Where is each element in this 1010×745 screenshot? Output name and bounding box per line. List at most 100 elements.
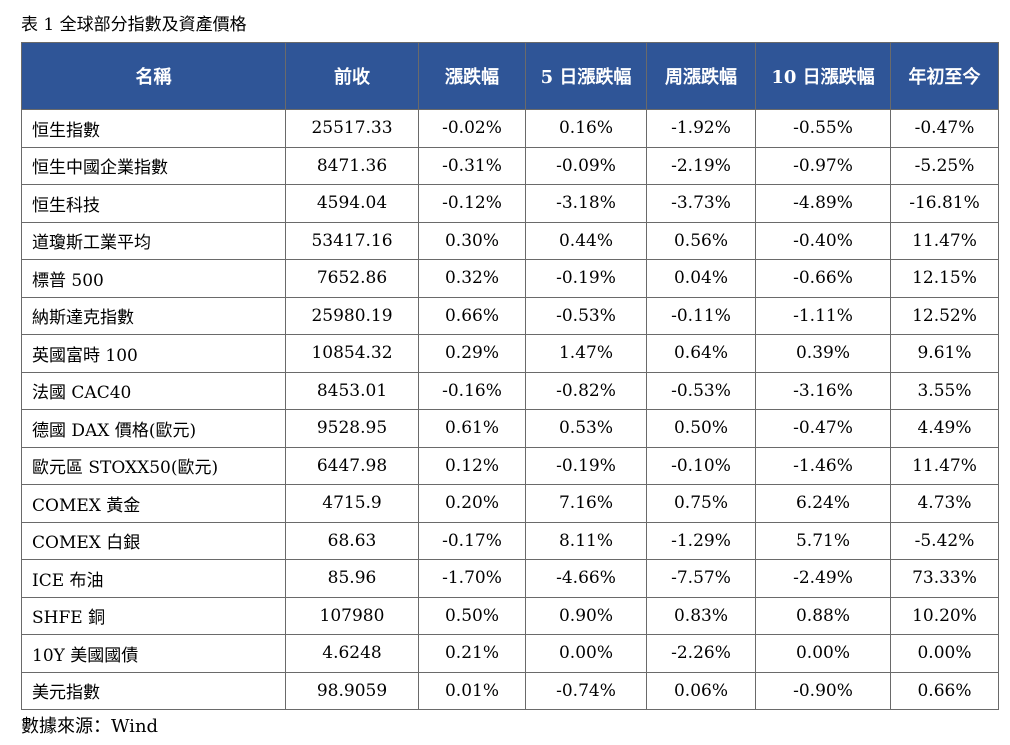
cell-change: 0.30% [418, 221, 526, 260]
cell-name: 道瓊斯工業平均 [21, 221, 286, 260]
table-row: 標普 500 7652.86 0.32% -0.19% 0.04% -0.66% 12.15… [21, 259, 999, 298]
cell-5d-change: -0.19% [525, 446, 647, 485]
cell-5d-change: 0.53% [525, 409, 647, 448]
cell-10d-change: -0.55% [755, 109, 891, 148]
cell-10d-change: -3.16% [755, 371, 891, 410]
cell-prev-close: 7652.86 [285, 259, 419, 298]
cell-name: COMEX 白銀 [21, 521, 286, 560]
table-row: COMEX 黃金 4715.9 0.20% 7.16% 0.75% 6.24% 4.73% [21, 484, 999, 523]
cell-weekly-change: 0.83% [646, 596, 756, 635]
cell-weekly-change: -0.53% [646, 371, 756, 410]
table-row: 恒生科技 4594.04 -0.12% -3.18% -3.73% -4.89% -16.8… [21, 184, 999, 223]
cell-10d-change: 0.39% [755, 334, 891, 373]
cell-weekly-change: 0.64% [646, 334, 756, 373]
cell-10d-change: -2.49% [755, 559, 891, 598]
cell-weekly-change: -1.92% [646, 109, 756, 148]
cell-name: 德國 DAX 價格(歐元) [21, 409, 286, 448]
cell-5d-change: 0.00% [525, 634, 647, 673]
cell-name: 納斯達克指數 [21, 296, 286, 335]
cell-change: 0.50% [418, 596, 526, 635]
cell-weekly-change: 0.56% [646, 221, 756, 260]
cell-5d-change: 1.47% [525, 334, 647, 373]
cell-weekly-change: -2.19% [646, 146, 756, 185]
column-header-weekly-change: 周漲跌幅 [646, 42, 756, 110]
cell-weekly-change: 0.50% [646, 409, 756, 448]
cell-name: 10Y 美國國債 [21, 634, 286, 673]
cell-5d-change: 0.44% [525, 221, 647, 260]
cell-name: 歐元區 STOXX50(歐元) [21, 446, 286, 485]
cell-prev-close: 98.9059 [285, 671, 419, 710]
table-row: 歐元區 STOXX50(歐元) 6447.98 0.12% -0.19% -0.10% -… [21, 446, 999, 485]
table-row: 美元指數 98.9059 0.01% -0.74% 0.06% -0.90% 0.66% [21, 671, 999, 710]
cell-prev-close: 25980.19 [285, 296, 419, 335]
table-row: 德國 DAX 價格(歐元) 9528.95 0.61% 0.53% 0.50% -0.47… [21, 409, 999, 448]
cell-5d-change: 0.90% [525, 596, 647, 635]
cell-change: -0.16% [418, 371, 526, 410]
cell-name: 法國 CAC40 [21, 371, 286, 410]
cell-5d-change: -0.09% [525, 146, 647, 185]
cell-name: 恒生科技 [21, 184, 286, 223]
cell-change: -0.12% [418, 184, 526, 223]
cell-weekly-change: -0.11% [646, 296, 756, 335]
cell-change: -0.31% [418, 146, 526, 185]
cell-10d-change: -1.11% [755, 296, 891, 335]
cell-10d-change: -4.89% [755, 184, 891, 223]
cell-prev-close: 10854.32 [285, 334, 419, 373]
cell-ytd-change: -5.42% [890, 521, 999, 560]
cell-name: COMEX 黃金 [21, 484, 286, 523]
cell-prev-close: 85.96 [285, 559, 419, 598]
cell-weekly-change: -7.57% [646, 559, 756, 598]
cell-change: 0.12% [418, 446, 526, 485]
cell-5d-change: 0.16% [525, 109, 647, 148]
cell-ytd-change: -5.25% [890, 146, 999, 185]
cell-change: 0.61% [418, 409, 526, 448]
cell-ytd-change: 3.55% [890, 371, 999, 410]
cell-10d-change: 5.71% [755, 521, 891, 560]
column-header-change: 漲跌幅 [418, 42, 526, 110]
cell-ytd-change: 0.66% [890, 671, 999, 710]
cell-5d-change: -0.53% [525, 296, 647, 335]
table-row: 法國 CAC40 8453.01 -0.16% -0.82% -0.53% -3.16% 3… [21, 371, 999, 410]
cell-change: 0.21% [418, 634, 526, 673]
cell-name: ICE 布油 [21, 559, 286, 598]
cell-10d-change: -1.46% [755, 446, 891, 485]
table-row: 恒生指數 25517.33 -0.02% 0.16% -1.92% -0.55% -0.47… [21, 109, 999, 148]
cell-prev-close: 4715.9 [285, 484, 419, 523]
data-source-note: 數據來源：Wind [21, 716, 159, 737]
cell-name: 標普 500 [21, 259, 286, 298]
cell-weekly-change: -2.26% [646, 634, 756, 673]
cell-ytd-change: 12.52% [890, 296, 999, 335]
cell-10d-change: -0.66% [755, 259, 891, 298]
column-header-name: 名稱 [21, 42, 286, 110]
cell-ytd-change: 0.00% [890, 634, 999, 673]
cell-weekly-change: -3.73% [646, 184, 756, 223]
cell-change: 0.20% [418, 484, 526, 523]
cell-ytd-change: -16.81% [890, 184, 999, 223]
cell-prev-close: 25517.33 [285, 109, 419, 148]
table-row: 10Y 美國國債 4.6248 0.21% 0.00% -2.26% 0.00% 0.00% [21, 634, 999, 673]
cell-ytd-change: 73.33% [890, 559, 999, 598]
cell-ytd-change: 9.61% [890, 334, 999, 373]
column-header-prev-close: 前收 [285, 42, 419, 110]
cell-name: 美元指數 [21, 671, 286, 710]
cell-ytd-change: 10.20% [890, 596, 999, 635]
cell-prev-close: 68.63 [285, 521, 419, 560]
cell-weekly-change: -1.29% [646, 521, 756, 560]
cell-prev-close: 9528.95 [285, 409, 419, 448]
cell-change: -0.02% [418, 109, 526, 148]
cell-prev-close: 8453.01 [285, 371, 419, 410]
cell-ytd-change: 4.49% [890, 409, 999, 448]
cell-change: 0.29% [418, 334, 526, 373]
cell-ytd-change: -0.47% [890, 109, 999, 148]
cell-weekly-change: 0.04% [646, 259, 756, 298]
cell-5d-change: 8.11% [525, 521, 647, 560]
cell-name: 恒生中國企業指數 [21, 146, 286, 185]
cell-ytd-change: 4.73% [890, 484, 999, 523]
table-row: 英國富時 100 10854.32 0.29% 1.47% 0.64% 0.39% 9.61… [21, 334, 999, 373]
cell-weekly-change: -0.10% [646, 446, 756, 485]
cell-5d-change: -4.66% [525, 559, 647, 598]
cell-10d-change: 0.00% [755, 634, 891, 673]
cell-name: SHFE 銅 [21, 596, 286, 635]
cell-weekly-change: 0.75% [646, 484, 756, 523]
cell-5d-change: -0.19% [525, 259, 647, 298]
